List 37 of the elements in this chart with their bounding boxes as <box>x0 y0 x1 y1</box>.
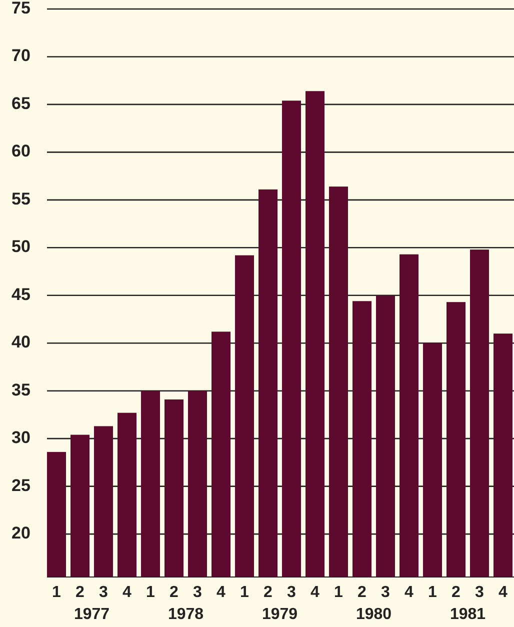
x-tick-label: 4 <box>498 584 508 602</box>
x-tick-label: 3 <box>193 584 202 602</box>
y-tick-label: 75 <box>12 0 30 18</box>
x-tick-label: 4 <box>404 584 414 602</box>
x-tick-label: 3 <box>381 584 390 602</box>
x-tick-label: 1 <box>146 584 156 602</box>
y-tick-label: 55 <box>12 189 30 208</box>
y-tick-label: 45 <box>12 284 30 304</box>
text: 1978 <box>168 606 204 624</box>
x-tick-label: 1 <box>428 584 438 602</box>
text: 1980 <box>356 606 392 624</box>
x-tick-label: 4 <box>216 584 226 602</box>
y-tick-label: 30 <box>12 428 30 448</box>
x-tick-label: 1 <box>52 584 62 602</box>
x-tick-label: 1 <box>240 584 250 602</box>
y-tick-label: 70 <box>12 46 30 66</box>
x-tick-label: 3 <box>99 584 108 602</box>
x-tick-label: 4 <box>310 584 320 602</box>
x-tick-label: 2 <box>76 584 85 602</box>
y-tick-label: 35 <box>12 380 30 400</box>
x-tick-label: 3 <box>287 584 296 602</box>
text: 1979 <box>262 606 298 624</box>
x-tick-label: 2 <box>170 584 179 602</box>
text: 1981 <box>450 606 486 624</box>
y-tick-label: 40 <box>12 332 30 352</box>
y-tick-label: 25 <box>12 476 30 495</box>
x-tick-label: 2 <box>452 584 461 602</box>
x-tick-label: 2 <box>264 584 273 602</box>
y-tick-label: 60 <box>12 142 30 161</box>
x-tick-label: 3 <box>475 584 484 602</box>
x-tick-label: 4 <box>122 584 132 602</box>
text: 1977 <box>74 606 110 624</box>
y-tick-label: 65 <box>12 94 30 113</box>
y-tick-label: 20 <box>12 524 30 543</box>
y-tick-label: 50 <box>12 237 30 256</box>
x-tick-label: 2 <box>358 584 367 602</box>
x-tick-label: 1 <box>334 584 344 602</box>
